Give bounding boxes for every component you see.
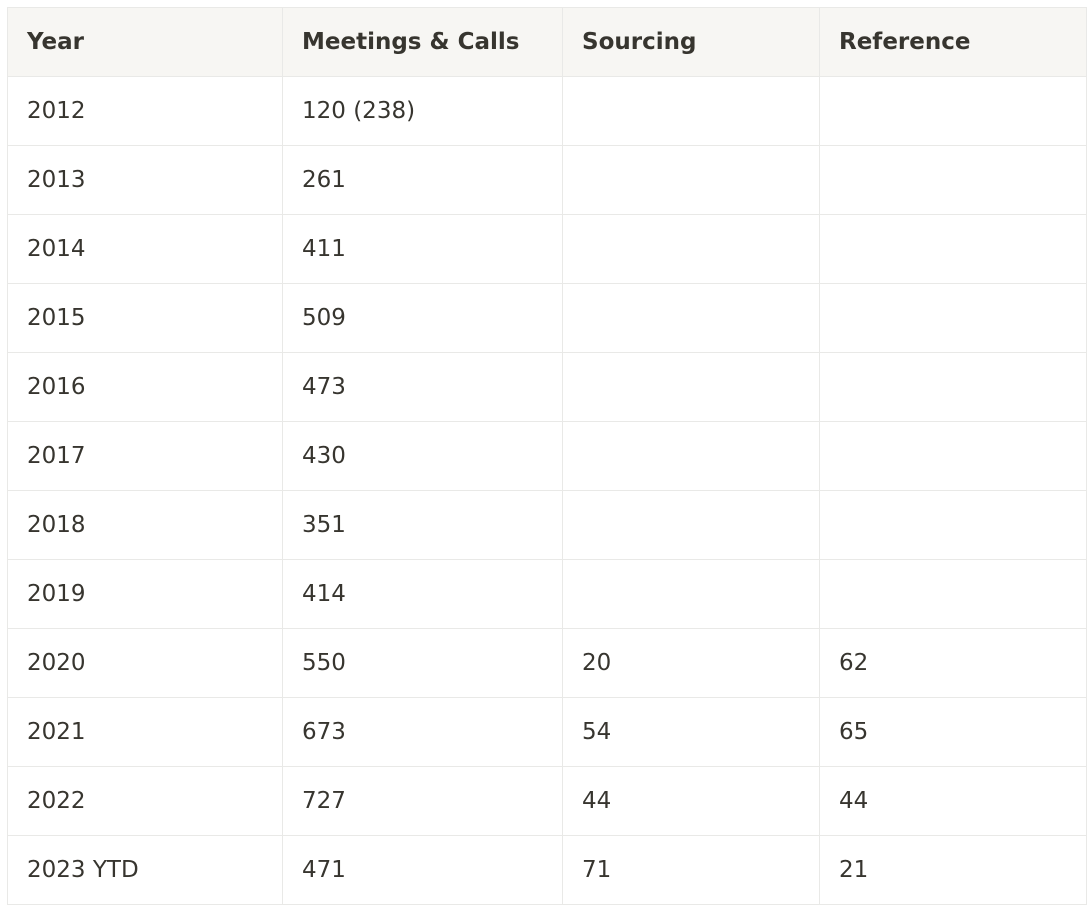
cell-year[interactable]: 2013 [7,145,283,215]
cell-reference[interactable] [819,490,1087,560]
table-row: 2023 YTD 471 71 21 [7,835,1087,905]
table-row: 2015 509 [7,283,1087,353]
column-header-reference[interactable]: Reference [819,7,1087,77]
header-row: Year Meetings & Calls Sourcing Reference [7,7,1087,77]
cell-sourcing[interactable]: 54 [562,697,820,767]
table-row: 2018 351 [7,490,1087,560]
cell-sourcing[interactable]: 44 [562,766,820,836]
cell-meetings-calls[interactable]: 727 [282,766,563,836]
table-row: 2021 673 54 65 [7,697,1087,767]
cell-sourcing[interactable] [562,421,820,491]
cell-meetings-calls[interactable]: 261 [282,145,563,215]
table-row: 2016 473 [7,352,1087,422]
cell-meetings-calls[interactable]: 414 [282,559,563,629]
cell-sourcing[interactable] [562,283,820,353]
table-body: 2012 120 (238) 2013 261 2014 411 2015 50… [7,76,1087,905]
table-row: 2017 430 [7,421,1087,491]
cell-reference[interactable]: 44 [819,766,1087,836]
cell-sourcing[interactable] [562,352,820,422]
cell-year[interactable]: 2023 YTD [7,835,283,905]
cell-reference[interactable] [819,283,1087,353]
cell-sourcing[interactable]: 20 [562,628,820,698]
cell-meetings-calls[interactable]: 473 [282,352,563,422]
cell-reference[interactable] [819,559,1087,629]
cell-reference[interactable] [819,145,1087,215]
cell-reference[interactable]: 21 [819,835,1087,905]
cell-sourcing[interactable] [562,145,820,215]
cell-reference[interactable] [819,214,1087,284]
cell-reference[interactable]: 62 [819,628,1087,698]
activity-table: Year Meetings & Calls Sourcing Reference… [7,7,1087,905]
table-row: 2012 120 (238) [7,76,1087,146]
cell-sourcing[interactable] [562,214,820,284]
cell-year[interactable]: 2017 [7,421,283,491]
table-header: Year Meetings & Calls Sourcing Reference [7,7,1087,77]
cell-meetings-calls[interactable]: 430 [282,421,563,491]
cell-meetings-calls[interactable]: 550 [282,628,563,698]
cell-year[interactable]: 2015 [7,283,283,353]
cell-year[interactable]: 2019 [7,559,283,629]
table-row: 2014 411 [7,214,1087,284]
cell-year[interactable]: 2022 [7,766,283,836]
cell-reference[interactable]: 65 [819,697,1087,767]
cell-meetings-calls[interactable]: 120 (238) [282,76,563,146]
cell-year[interactable]: 2021 [7,697,283,767]
cell-year[interactable]: 2016 [7,352,283,422]
cell-reference[interactable] [819,352,1087,422]
table-row: 2019 414 [7,559,1087,629]
table-row: 2022 727 44 44 [7,766,1087,836]
cell-meetings-calls[interactable]: 351 [282,490,563,560]
cell-year[interactable]: 2012 [7,76,283,146]
cell-meetings-calls[interactable]: 471 [282,835,563,905]
cell-year[interactable]: 2020 [7,628,283,698]
cell-meetings-calls[interactable]: 509 [282,283,563,353]
cell-sourcing[interactable] [562,490,820,560]
column-header-meetings-calls[interactable]: Meetings & Calls [282,7,563,77]
cell-sourcing[interactable] [562,76,820,146]
cell-year[interactable]: 2018 [7,490,283,560]
cell-sourcing[interactable]: 71 [562,835,820,905]
column-header-year[interactable]: Year [7,7,283,77]
table-row: 2020 550 20 62 [7,628,1087,698]
table-row: 2013 261 [7,145,1087,215]
activity-table-container: Year Meetings & Calls Sourcing Reference… [7,7,1087,905]
cell-reference[interactable] [819,421,1087,491]
column-header-sourcing[interactable]: Sourcing [562,7,820,77]
cell-meetings-calls[interactable]: 673 [282,697,563,767]
cell-sourcing[interactable] [562,559,820,629]
cell-meetings-calls[interactable]: 411 [282,214,563,284]
cell-year[interactable]: 2014 [7,214,283,284]
cell-reference[interactable] [819,76,1087,146]
